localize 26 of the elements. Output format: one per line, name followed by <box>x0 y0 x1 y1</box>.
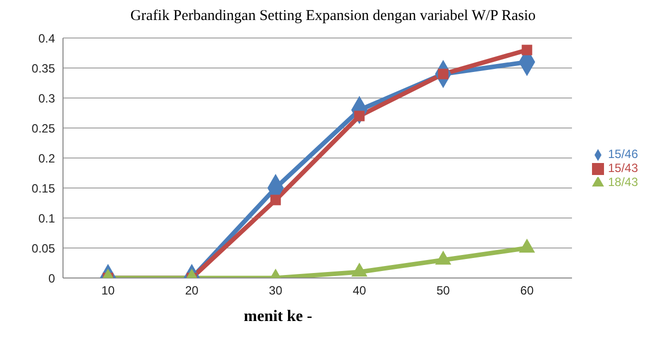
legend-label: 15/46 <box>608 147 638 161</box>
legend-label: 18/43 <box>608 175 638 189</box>
y-tick-label: 0.05 <box>32 241 56 256</box>
x-tick-label: 50 <box>436 284 450 298</box>
point <box>352 263 368 277</box>
y-tick-label: 0.15 <box>32 181 56 196</box>
x-axis-title: menit ke - <box>242 308 314 326</box>
y-tick-label: 0.1 <box>38 211 56 226</box>
point <box>354 110 365 122</box>
y-tick-label: 0 <box>48 271 56 286</box>
y-tick-label: 0.2 <box>38 151 56 166</box>
point <box>435 251 451 265</box>
x-tick-label: 20 <box>185 284 199 298</box>
y-tick-label: 0.35 <box>32 61 56 76</box>
point <box>522 44 532 56</box>
legend-label: 15/43 <box>608 161 638 175</box>
x-tick-label: 60 <box>520 284 534 298</box>
point <box>270 194 281 206</box>
y-tick-label: 0.3 <box>38 91 56 106</box>
chart-title: Grafik Perbandingan Setting Expansion dengan variabel W/P Rasio <box>129 8 537 26</box>
x-tick-label: 10 <box>101 284 115 298</box>
x-tick-label: 40 <box>352 284 366 298</box>
point <box>519 239 535 253</box>
x-tick-label: 30 <box>268 284 283 298</box>
y-tick-label: 0.25 <box>32 121 56 136</box>
y-tick-label: 0.4 <box>38 31 56 46</box>
